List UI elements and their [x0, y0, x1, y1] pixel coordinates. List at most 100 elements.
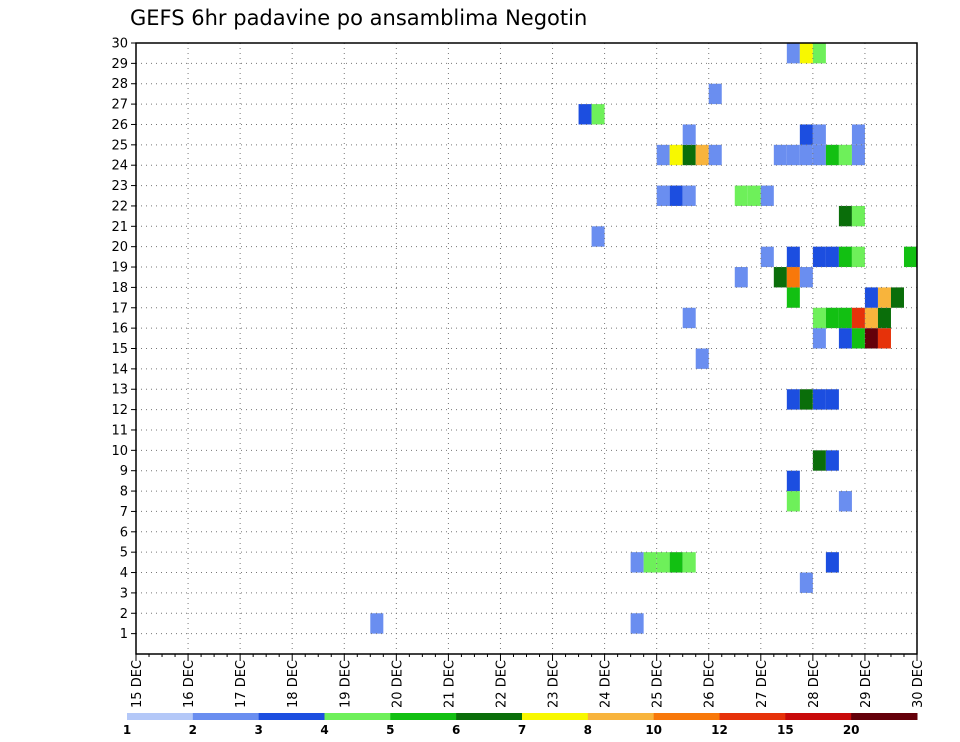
heatmap-cell	[851, 124, 865, 145]
legend-swatch	[587, 713, 655, 720]
heatmap-cell	[760, 185, 774, 206]
y-tick-label: 3	[120, 586, 128, 601]
x-tick-label: 21 DEC	[442, 660, 457, 708]
y-tick-label: 21	[111, 220, 128, 235]
heatmap-cell	[669, 185, 683, 206]
heatmap-cell	[695, 144, 709, 166]
heatmap-cell	[630, 552, 644, 573]
heatmap-cell	[851, 144, 865, 166]
heatmap-cell	[370, 613, 384, 634]
y-tick-label: 9	[120, 464, 128, 479]
heatmap-cell	[773, 144, 787, 166]
heatmap-cell	[682, 185, 696, 206]
y-tick-label: 11	[111, 423, 128, 438]
legend-swatch	[719, 713, 786, 720]
heatmap-cell	[643, 552, 657, 573]
heatmap-cell	[591, 104, 605, 125]
heatmap-cell	[890, 287, 904, 308]
heatmap-cell	[812, 124, 826, 145]
heatmap-cell	[851, 307, 865, 329]
heatmap-cell	[799, 267, 813, 288]
legend-label: 5	[386, 723, 394, 737]
heatmap-cell	[682, 307, 696, 329]
y-tick-label: 6	[120, 525, 128, 540]
heatmap-cell	[864, 287, 878, 308]
y-tick-label: 7	[120, 505, 128, 520]
heatmap-cell	[578, 104, 592, 125]
heatmap-cell	[734, 267, 748, 288]
x-tick-label: 22 DEC	[495, 660, 510, 708]
heatmap-cell	[877, 307, 891, 329]
heatmap-cell	[786, 267, 800, 288]
y-tick-label: 2	[120, 607, 128, 622]
y-tick-label: 30	[111, 37, 128, 52]
x-tick-label: 28 DEC	[807, 660, 822, 708]
heatmap-cell	[838, 144, 852, 166]
x-tick-label: 24 DEC	[599, 660, 614, 708]
y-tick-label: 23	[111, 179, 128, 194]
heatmap-cell	[851, 246, 865, 268]
legend-swatch	[522, 713, 589, 720]
heatmap-cell	[799, 389, 813, 410]
heatmap-cell	[825, 552, 839, 573]
x-tick-label: 20 DEC	[390, 660, 405, 708]
heatmap-cell	[825, 389, 839, 410]
legend-label: 8	[584, 723, 592, 737]
heatmap-cell	[812, 144, 826, 166]
heatmap-cell	[760, 246, 774, 268]
legend-swatch	[456, 713, 523, 720]
y-tick-label: 18	[111, 281, 128, 296]
heatmap-cell	[812, 43, 826, 64]
x-tick-label: 27 DEC	[755, 660, 770, 708]
heatmap-cell	[903, 246, 917, 268]
heatmap-cell	[799, 124, 813, 145]
x-tick-label: 30 DEC	[911, 660, 926, 708]
heatmap-cell	[812, 328, 826, 349]
heatmap-cell	[682, 552, 696, 573]
y-tick-label: 4	[120, 566, 128, 581]
heatmap-cell	[799, 43, 813, 64]
heatmap-cell	[682, 124, 696, 145]
heatmap-cell	[695, 348, 709, 369]
heatmap-cell	[851, 205, 865, 227]
y-tick-label: 19	[111, 261, 128, 276]
y-tick-label: 28	[111, 77, 128, 92]
heatmap-cell	[825, 246, 839, 268]
x-tick-label: 18 DEC	[286, 660, 301, 708]
heatmap-cell	[825, 307, 839, 329]
heatmap-cell	[786, 491, 800, 512]
y-tick-label: 25	[111, 138, 128, 153]
x-tick-label: 26 DEC	[703, 660, 718, 708]
legend-swatch	[653, 713, 720, 720]
legend-swatch	[785, 713, 852, 720]
heatmap-cell	[877, 328, 891, 349]
heatmap-cell	[786, 470, 800, 492]
y-tick-label: 20	[111, 240, 128, 255]
legend-swatch	[192, 713, 260, 720]
heatmap-cell	[656, 552, 670, 573]
heatmap-cell	[864, 307, 878, 329]
heatmap-cell	[708, 83, 722, 105]
heatmap-cell	[864, 328, 878, 349]
heatmap-cell	[786, 389, 800, 410]
heatmap-cell	[812, 450, 826, 471]
y-tick-label: 22	[111, 199, 128, 214]
heatmap-cell	[786, 246, 800, 268]
legend-swatch	[390, 713, 457, 720]
heatmap-cell	[838, 307, 852, 329]
y-tick-label: 15	[111, 342, 128, 357]
heatmap-cell	[630, 613, 644, 634]
heatmap-cell	[591, 226, 605, 247]
legend-label: 4	[320, 723, 328, 737]
heatmap-cell	[786, 287, 800, 308]
heatmap-cell	[838, 246, 852, 268]
heatmap-cell	[812, 246, 826, 268]
heatmap-cell	[877, 287, 891, 308]
y-tick-label: 10	[111, 444, 128, 459]
x-tick-label: 15 DEC	[130, 660, 145, 708]
x-tick-label: 29 DEC	[859, 660, 874, 708]
legend-swatch	[851, 713, 918, 720]
legend-label: 15	[777, 723, 794, 737]
heatmap-cell	[670, 654, 683, 674]
heatmap-cell	[851, 328, 865, 349]
